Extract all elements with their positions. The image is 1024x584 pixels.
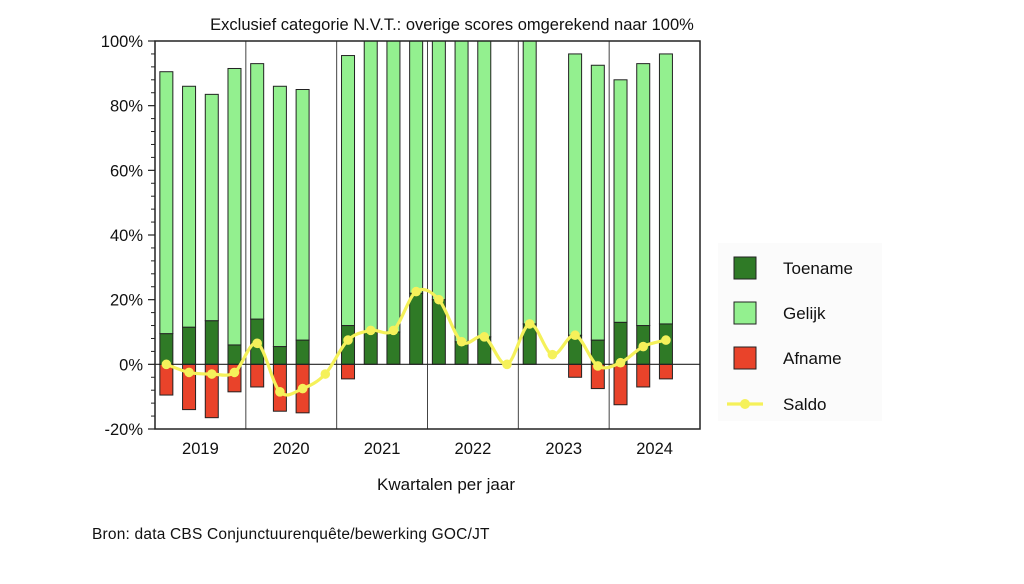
- bar-gelijk: [613, 79, 628, 323]
- saldo-point: [524, 319, 535, 329]
- plot-area: -20% 0% 20% 40% 60% 80% 100% 2019 2020 2021 2022 20…: [101, 33, 701, 458]
- saldo-point: [434, 294, 444, 305]
- bar-afname: [250, 363, 265, 388]
- bar-toename: [409, 292, 424, 365]
- y-tick-label: -20%: [104, 421, 143, 439]
- saldo-point: [661, 335, 671, 345]
- legend-swatch: [733, 346, 757, 370]
- y-tick-label: 80%: [110, 98, 143, 116]
- legend-swatch: [733, 301, 757, 325]
- saldo-point: [547, 349, 558, 360]
- bar-gelijk: [204, 93, 219, 322]
- saldo-point: [638, 341, 649, 352]
- bar-gelijk: [341, 55, 356, 327]
- bar-gelijk: [182, 85, 197, 328]
- saldo-point: [615, 357, 626, 368]
- bar-gelijk: [250, 63, 265, 320]
- bar-toename: [272, 346, 287, 365]
- x-tick-label: 2022: [455, 440, 492, 458]
- source-note: Bron: data CBS Conjunctuurenquête/bewerk…: [92, 526, 490, 543]
- bar-toename: [363, 331, 378, 365]
- x-tick-label: 2023: [545, 440, 582, 458]
- x-tick-label: 2021: [364, 440, 401, 458]
- y-tick-label: 100%: [101, 33, 144, 51]
- saldo-point: [161, 359, 172, 370]
- bar-toename: [227, 344, 242, 365]
- bar-gelijk: [363, 40, 378, 333]
- bar-afname: [636, 363, 651, 388]
- x-tick-label: 2020: [273, 440, 310, 458]
- y-tick-label: 0%: [119, 356, 143, 374]
- legend: Toename Gelijk Afname Saldo: [718, 243, 882, 421]
- saldo-point: [229, 367, 240, 378]
- saldo-point: [365, 325, 376, 336]
- bar-gelijk: [227, 67, 242, 346]
- bar-toename: [182, 326, 197, 365]
- bar-gelijk: [636, 63, 651, 327]
- bar-gelijk: [431, 40, 446, 301]
- legend-swatch: [733, 256, 757, 280]
- bar-gelijk: [272, 85, 287, 348]
- bar-gelijk: [658, 53, 673, 325]
- bar-gelijk: [454, 40, 469, 343]
- y-tick-label: 20%: [110, 292, 143, 310]
- saldo-points: [161, 286, 671, 397]
- bar-gelijk: [409, 40, 424, 294]
- saldo-point: [320, 369, 331, 379]
- saldo-point: [252, 338, 262, 349]
- saldo-point: [570, 330, 580, 341]
- bar-afname: [341, 363, 356, 380]
- bar-gelijk: [590, 64, 605, 341]
- legend-label: Gelijk: [783, 304, 826, 323]
- saldo-point: [275, 387, 285, 397]
- y-tick-label: 40%: [110, 227, 143, 245]
- bar-gelijk: [522, 40, 537, 325]
- bars: [159, 40, 673, 419]
- bar-toename: [295, 339, 310, 365]
- bar-toename: [204, 320, 219, 365]
- bar-gelijk: [568, 53, 583, 336]
- bar-afname: [613, 363, 628, 406]
- bar-gelijk: [159, 71, 174, 335]
- saldo-point: [297, 383, 308, 394]
- saldo-point: [479, 332, 490, 342]
- legend-swatch-marker: [740, 399, 750, 409]
- bar-gelijk: [295, 89, 310, 341]
- saldo-point: [502, 359, 512, 370]
- bar-afname: [568, 363, 583, 378]
- plot-frame: [154, 40, 701, 430]
- bar-gelijk: [386, 40, 401, 333]
- legend-label: Saldo: [783, 395, 826, 414]
- x-axis-label: Kwartalen per jaar: [377, 475, 515, 494]
- saldo-point: [343, 335, 353, 345]
- saldo-point: [206, 369, 217, 379]
- saldo-point: [411, 286, 421, 297]
- saldo-point: [593, 361, 603, 371]
- x-tick-label: 2019: [182, 440, 219, 458]
- bar-gelijk: [477, 40, 492, 338]
- bar-afname: [658, 363, 673, 380]
- legend-label: Toename: [783, 259, 853, 278]
- chart-title: Exclusief categorie N.V.T.: overige scor…: [210, 16, 694, 34]
- saldo-point: [184, 367, 194, 378]
- x-tick-label: 2024: [636, 440, 673, 458]
- y-tick-label: 60%: [110, 162, 143, 180]
- bar-toename: [386, 331, 401, 365]
- saldo-point: [456, 336, 467, 347]
- legend-label: Afname: [783, 349, 842, 368]
- saldo-point: [388, 325, 399, 336]
